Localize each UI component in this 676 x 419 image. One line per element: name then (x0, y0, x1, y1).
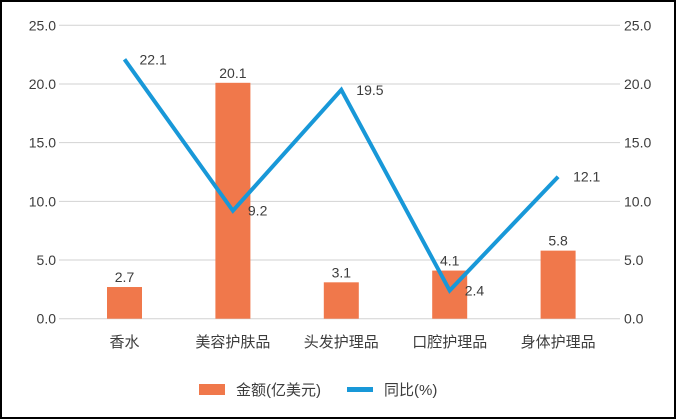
line-value-label: 12.1 (573, 169, 600, 185)
left-axis-tick: 5.0 (37, 252, 57, 268)
line-value-label: 2.4 (465, 283, 485, 299)
right-axis-tick: 0.0 (624, 311, 644, 327)
line-value-label: 19.5 (356, 82, 383, 98)
right-axis-tick: 15.0 (624, 135, 651, 151)
category-label: 口腔护理品 (412, 334, 487, 351)
category-label: 美容护肤品 (195, 334, 270, 351)
legend-item-amount: 金额(亿美元) (199, 379, 321, 400)
right-axis-tick: 20.0 (624, 76, 651, 92)
bar (540, 250, 576, 319)
right-axis-tick: 25.0 (624, 17, 651, 33)
legend-bar-swatch-icon (199, 384, 225, 395)
bar-value-label: 2.7 (115, 269, 135, 285)
bar (215, 82, 251, 319)
category-label: 香水 (109, 334, 139, 351)
left-axis-tick: 15.0 (29, 135, 56, 151)
category-label: 身体护理品 (521, 334, 596, 351)
legend-line-swatch-icon (347, 387, 373, 392)
line-value-label: 22.1 (140, 51, 167, 67)
category-label: 头发护理品 (304, 334, 379, 351)
legend-item-yoy: 同比(%) (347, 379, 437, 400)
bar-value-label: 3.1 (332, 264, 352, 280)
left-axis-tick: 0.0 (37, 311, 57, 327)
right-axis-tick: 5.0 (624, 252, 644, 268)
legend-line-label: 同比(%) (384, 382, 438, 399)
bar-value-label: 5.8 (548, 233, 568, 249)
line-value-label: 9.2 (248, 203, 268, 219)
bar (107, 287, 142, 319)
legend-bar-label: 金额(亿美元) (236, 382, 321, 399)
bar (323, 282, 359, 319)
bar-value-label: 20.1 (219, 65, 246, 81)
left-axis-tick: 10.0 (29, 193, 56, 209)
left-axis-tick: 25.0 (29, 17, 56, 33)
right-axis-tick: 10.0 (624, 193, 651, 209)
bar-value-label: 4.1 (440, 253, 460, 269)
trend-line (122, 58, 560, 294)
legend: 金额(亿美元) 同比(%) (199, 379, 437, 400)
left-axis-tick: 20.0 (29, 76, 56, 92)
